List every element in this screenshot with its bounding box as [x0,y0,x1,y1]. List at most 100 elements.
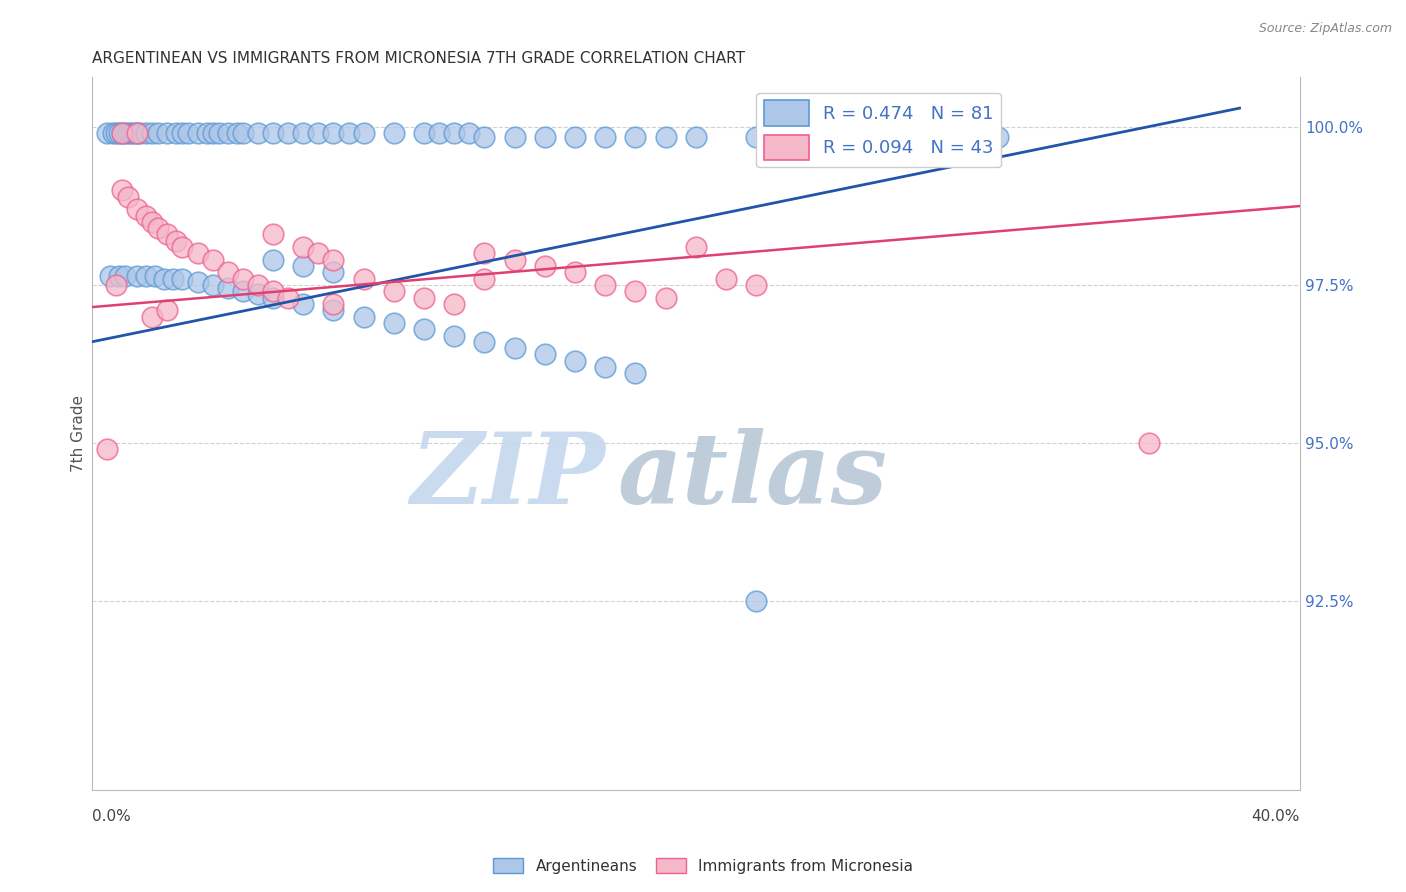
Point [443,127,465,141]
Point [104,277,127,292]
Point [172,240,194,254]
Point [474,246,496,260]
Point [353,271,375,285]
Point [232,271,254,285]
Point [141,215,163,229]
Point [201,252,224,267]
Point [382,127,405,141]
Point [217,281,239,295]
Point [201,127,224,141]
Point [745,277,768,292]
Point [413,127,436,141]
Point [96,442,118,457]
Point [382,285,405,299]
Point [564,265,586,279]
Point [232,285,254,299]
Point [101,127,124,141]
Legend: R = 0.474   N = 81, R = 0.094   N = 43: R = 0.474 N = 81, R = 0.094 N = 43 [756,93,1001,168]
Point [564,353,586,368]
Point [111,127,134,141]
Text: 0.0%: 0.0% [91,809,131,824]
Point [127,127,149,141]
Point [534,259,557,273]
Point [262,252,284,267]
Point [654,291,676,305]
Point [108,127,131,141]
Point [262,127,284,141]
Point [322,265,344,279]
Point [156,127,179,141]
Point [246,287,269,301]
Point [127,202,149,217]
Point [714,271,737,285]
Point [114,127,136,141]
Point [353,127,375,141]
Point [141,310,163,324]
Text: Source: ZipAtlas.com: Source: ZipAtlas.com [1258,22,1392,36]
Point [114,268,136,283]
Point [1137,436,1160,450]
Point [172,127,194,141]
Point [503,129,526,144]
Point [127,268,149,283]
Point [148,221,170,235]
Point [165,127,187,141]
Point [127,127,149,141]
Point [503,252,526,267]
Point [427,127,450,141]
Point [225,127,247,141]
Point [292,127,315,141]
Point [534,129,557,144]
Point [413,291,436,305]
Point [98,268,121,283]
Point [117,127,139,141]
Point [262,285,284,299]
Point [322,297,344,311]
Point [443,297,465,311]
Point [217,127,239,141]
Point [201,277,224,292]
Point [186,127,208,141]
Point [277,291,299,305]
Point [474,271,496,285]
Point [135,209,157,223]
Point [177,127,200,141]
Point [307,127,329,141]
Point [208,127,231,141]
Point [246,127,269,141]
Point [745,129,768,144]
Point [262,291,284,305]
Point [117,189,139,203]
Text: ARGENTINEAN VS IMMIGRANTS FROM MICRONESIA 7TH GRADE CORRELATION CHART: ARGENTINEAN VS IMMIGRANTS FROM MICRONESI… [91,51,745,66]
Point [135,268,157,283]
Point [141,127,163,141]
Point [322,252,344,267]
Point [595,129,617,144]
Point [186,275,208,289]
Point [443,328,465,343]
Point [148,127,170,141]
Point [292,240,315,254]
Point [246,277,269,292]
Point [654,129,676,144]
Point [122,127,145,141]
Point [162,271,184,285]
Text: ZIP: ZIP [411,428,606,524]
Point [382,316,405,330]
Point [685,240,707,254]
Point [474,334,496,349]
Point [153,271,176,285]
Point [458,127,481,141]
Point [195,127,218,141]
Point [474,129,496,144]
Point [564,129,586,144]
Point [745,594,768,608]
Legend: Argentineans, Immigrants from Micronesia: Argentineans, Immigrants from Micronesia [486,852,920,880]
Point [503,341,526,355]
Point [322,127,344,141]
Point [337,127,360,141]
Point [156,303,179,318]
Point [165,234,187,248]
Point [685,129,707,144]
Point [322,303,344,318]
